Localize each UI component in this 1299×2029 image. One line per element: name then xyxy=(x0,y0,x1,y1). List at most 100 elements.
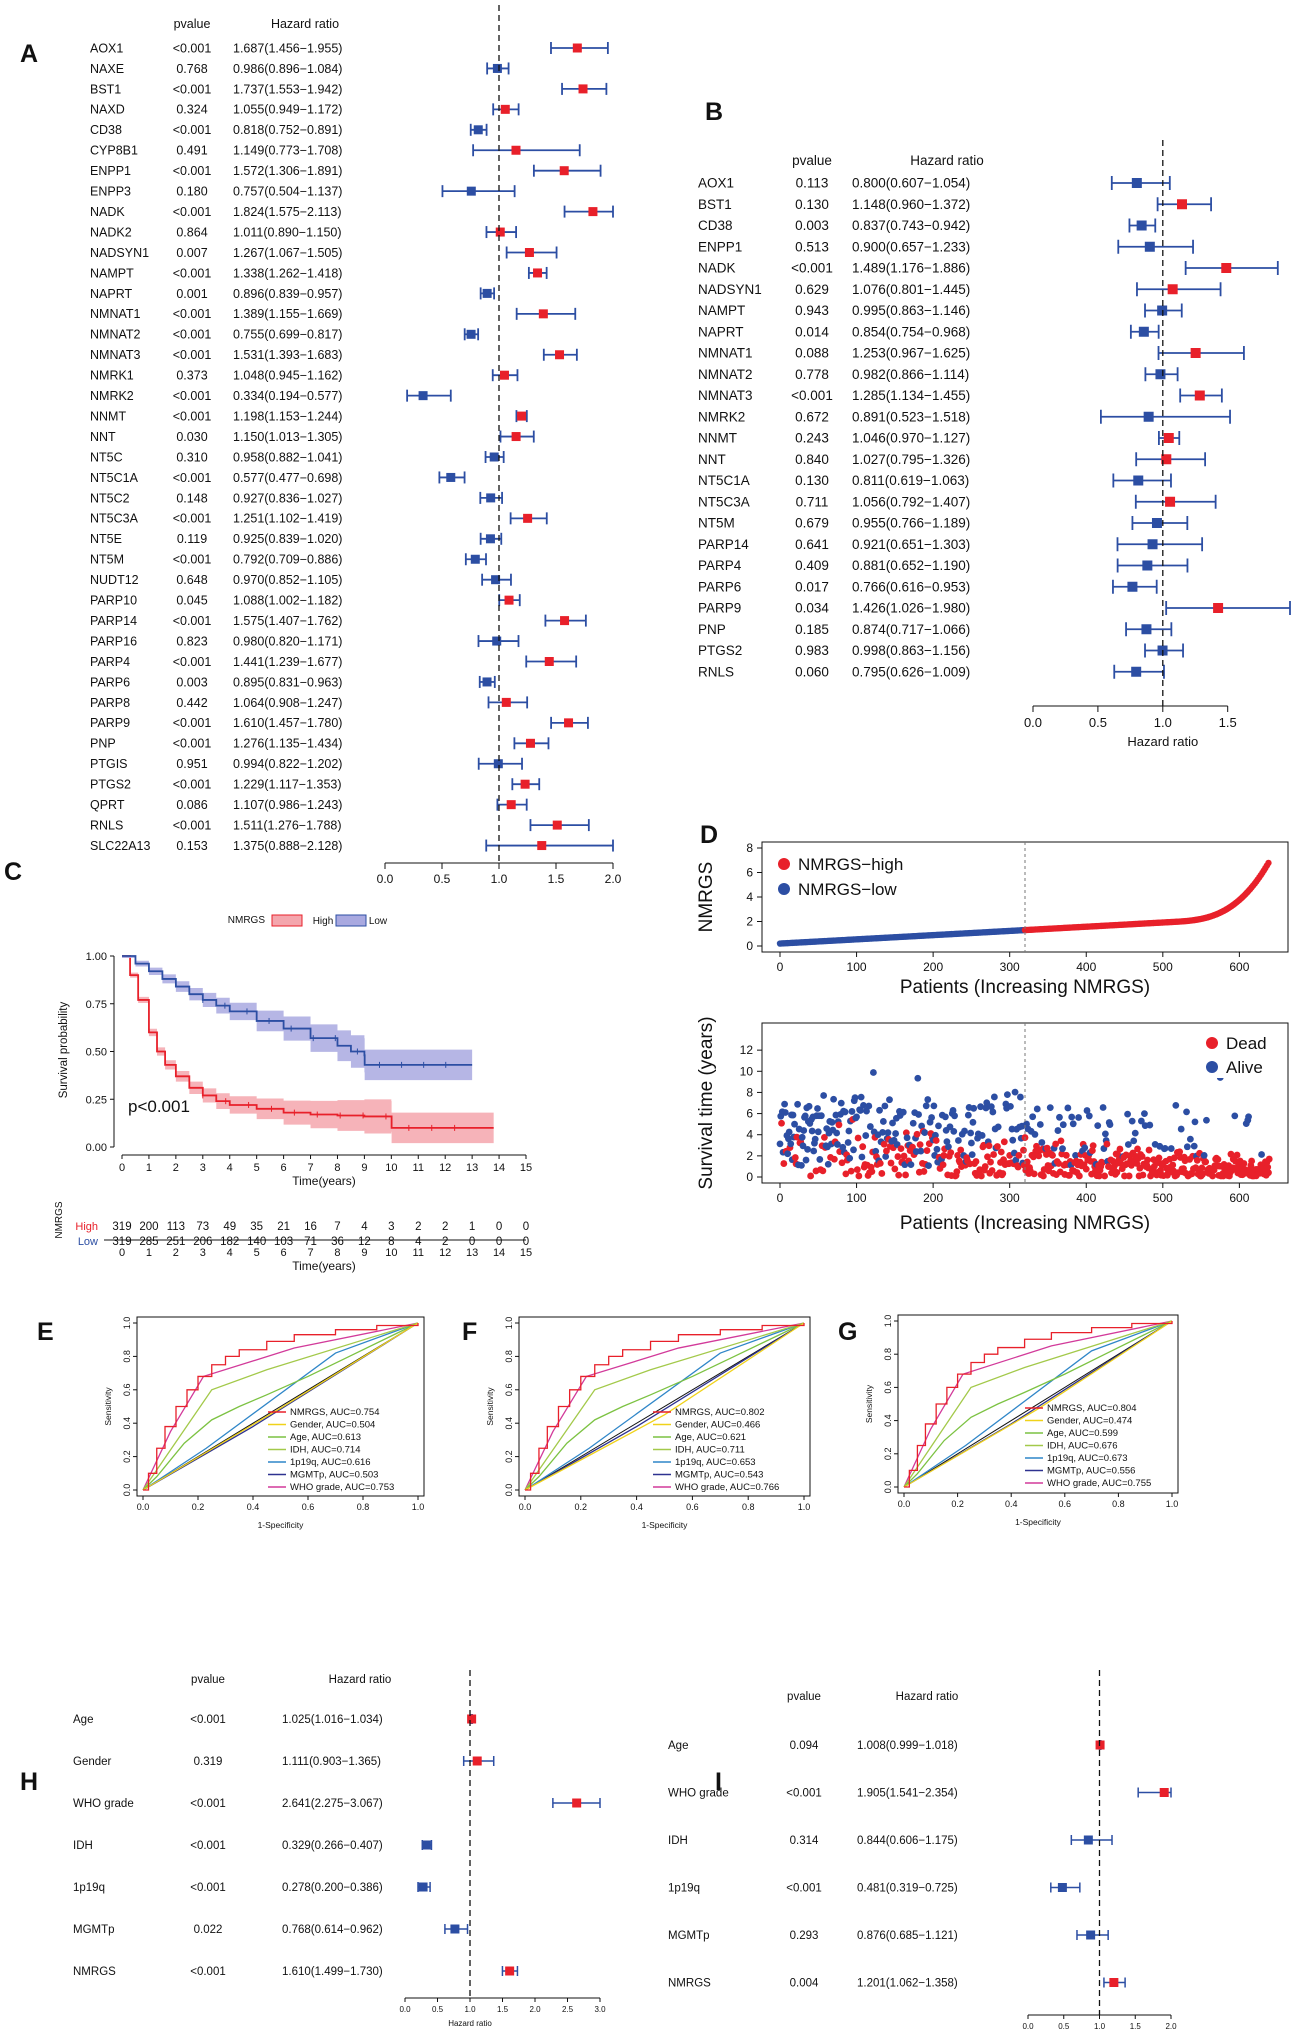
dead-point xyxy=(1023,1158,1031,1166)
risk-x-axis-title: Time(years) xyxy=(292,1259,356,1273)
row-hr-label: 0.980(0.820−1.171) xyxy=(233,634,342,648)
row-hr-label: 1.229(1.117−1.353) xyxy=(233,778,342,792)
dead-point xyxy=(1134,1145,1141,1153)
alive-point xyxy=(789,1111,797,1119)
x-tick-label: 2.0 xyxy=(1165,2022,1177,2029)
dead-point xyxy=(1000,1138,1008,1146)
hr-point xyxy=(504,595,514,605)
x-tick-label: 1.0 xyxy=(464,2005,476,2014)
x-tick-label: 1.5 xyxy=(548,872,565,886)
x-tick-label: 2.0 xyxy=(529,2005,541,2014)
row-pvalue: <0.001 xyxy=(173,164,212,178)
row-name: Age xyxy=(73,1714,93,1726)
alive-point xyxy=(857,1093,865,1101)
row-pvalue: <0.001 xyxy=(190,1714,226,1726)
dead-point xyxy=(900,1152,908,1160)
hr-point xyxy=(482,677,492,687)
dead-point xyxy=(940,1152,948,1159)
alive-point xyxy=(1036,1121,1044,1128)
legend-marker-dead xyxy=(1206,1037,1218,1049)
hr-point xyxy=(1190,348,1201,358)
row-name: NMRGS xyxy=(668,1978,711,1990)
x-axis-title: 1-Specificity xyxy=(258,1520,305,1530)
alive-point xyxy=(945,1143,952,1151)
dead-point xyxy=(1128,1161,1135,1169)
alive-point xyxy=(1099,1104,1107,1111)
row-pvalue: 0.007 xyxy=(176,246,207,260)
hr-point xyxy=(511,145,521,155)
y-tick-label: 0 xyxy=(746,1170,753,1184)
risk-count: 140 xyxy=(247,1236,266,1248)
x-tick-label: 12 xyxy=(439,1162,451,1174)
row-pvalue: 0.088 xyxy=(795,346,829,361)
alive-point xyxy=(814,1128,822,1136)
row-hr-label: 0.481(0.319−0.725) xyxy=(857,1883,958,1895)
y-tick-label: 8 xyxy=(746,1085,753,1099)
alive-point xyxy=(805,1102,813,1110)
x-tick-label: 0.0 xyxy=(519,1502,532,1512)
hr-point xyxy=(489,452,499,462)
row-pvalue: 0.373 xyxy=(176,369,207,383)
alive-point xyxy=(1172,1101,1180,1109)
alive-point xyxy=(964,1111,972,1119)
dead-point xyxy=(778,1119,785,1127)
dead-point xyxy=(842,1170,850,1178)
dead-point xyxy=(1198,1164,1206,1172)
dead-point xyxy=(1035,1152,1043,1160)
x-tick-label: 1.5 xyxy=(1219,715,1237,730)
row-pvalue: 0.086 xyxy=(176,798,207,812)
dead-point xyxy=(977,1172,985,1180)
hr-point xyxy=(482,288,492,298)
alive-point xyxy=(1161,1145,1169,1152)
alive-point xyxy=(924,1096,932,1103)
roc-curve-p19q xyxy=(524,1322,805,1491)
dead-point xyxy=(1169,1161,1177,1169)
risk-count: 103 xyxy=(274,1236,293,1248)
roc-curve-nmrgs xyxy=(525,1323,805,1491)
panel-label-g: G xyxy=(838,1318,857,1346)
legend-label: WHO grade, AUC=0.755 xyxy=(1047,1478,1151,1489)
y-tick-label: 0.6 xyxy=(504,1384,514,1397)
hr-point xyxy=(552,820,562,830)
alive-point xyxy=(824,1160,832,1168)
row-name: PTGIS xyxy=(90,757,128,771)
hr-point xyxy=(1159,1788,1169,1797)
alive-point xyxy=(781,1109,789,1116)
alive-point xyxy=(794,1100,802,1108)
hr-point xyxy=(1194,390,1205,401)
row-hr-label: 1.148(0.960−1.372) xyxy=(852,197,970,212)
hr-point xyxy=(544,657,554,666)
row-pvalue: 0.180 xyxy=(176,185,207,199)
legend-label: Age, AUC=0.621 xyxy=(675,1432,746,1443)
roc-curve-idh xyxy=(142,1322,419,1491)
row-name: NADSYN1 xyxy=(90,246,149,260)
hr-point xyxy=(1141,624,1152,635)
y-axis-title: Sensitivity xyxy=(864,1384,874,1423)
row-pvalue: 0.513 xyxy=(795,239,829,254)
x-tick-label: 0.2 xyxy=(575,1502,588,1512)
forest-plot-h: pvalue Hazard ratio Age <0.001 1.025(1.016−1… xyxy=(73,1670,606,2028)
hr-point xyxy=(1163,433,1174,443)
row-name: PARP8 xyxy=(90,696,130,710)
alive-point xyxy=(1085,1112,1093,1120)
pvalue-header: pvalue xyxy=(191,1674,225,1686)
survival-curve-low xyxy=(122,955,473,1066)
risk-count: 285 xyxy=(139,1236,158,1248)
roc-plot-g: 0.0 0.0 0.2 0.2 0.4 0.4 0.6 0.6 0.8 0.8 1.0 1.0 1-Sp… xyxy=(864,1314,1179,1527)
dead-point xyxy=(994,1143,1001,1150)
row-name: NNMT xyxy=(698,431,737,446)
row-name: RNLS xyxy=(90,818,123,832)
alive-point xyxy=(1038,1139,1046,1146)
y-tick-label: 0.0 xyxy=(122,1484,132,1497)
alive-point xyxy=(946,1123,954,1131)
alive-point xyxy=(870,1069,877,1076)
row-pvalue: 0.629 xyxy=(795,282,829,297)
alive-point xyxy=(977,1103,984,1111)
alive-point xyxy=(1106,1121,1114,1128)
dead-point xyxy=(835,1121,843,1129)
row-hr-label: 1.285(1.134−1.455) xyxy=(852,388,970,403)
row-hr-label: 1.610(1.499−1.730) xyxy=(282,1966,383,1978)
alive-point xyxy=(884,1129,892,1137)
hr-point xyxy=(511,432,521,442)
row-pvalue: 0.491 xyxy=(176,144,207,158)
